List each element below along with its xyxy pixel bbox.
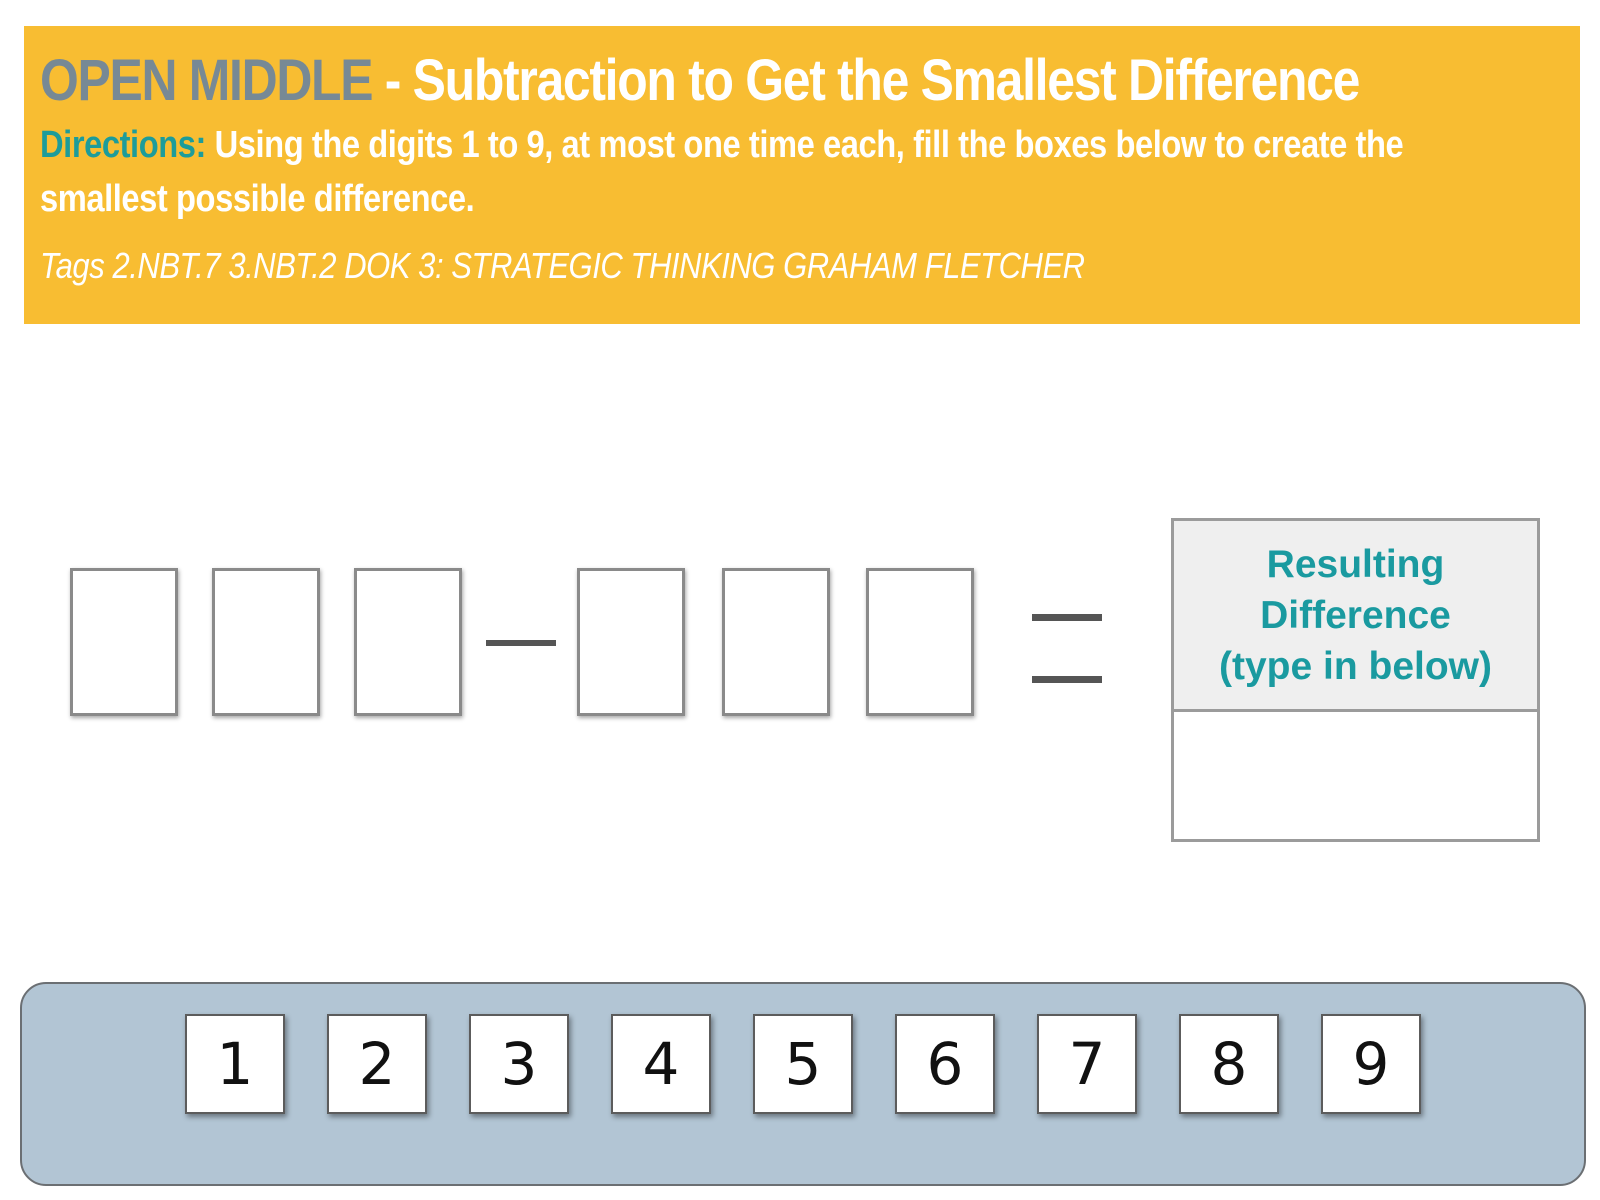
digit-tile-3[interactable]: 3 [469, 1014, 569, 1114]
subtrahend-box-2[interactable] [722, 568, 830, 716]
equals-sign-top [1032, 614, 1102, 621]
digit-tile-1[interactable]: 1 [185, 1014, 285, 1114]
minuend-box-1[interactable] [70, 568, 178, 716]
digit-tile-8[interactable]: 8 [1179, 1014, 1279, 1114]
minuend-box-3[interactable] [354, 568, 462, 716]
title-text: - Subtraction to Get the Smallest Differ… [372, 48, 1361, 113]
minuend-box-2[interactable] [212, 568, 320, 716]
result-header-line2: Difference [1260, 593, 1451, 637]
subtrahend-box-1[interactable] [577, 568, 685, 716]
result-header: Resulting Difference (type in below) [1174, 521, 1537, 712]
tags-line: Tags 2.NBT.7 3.NBT.2 DOK 3: STRATEGIC TH… [40, 245, 1085, 286]
result-header-line3: (type in below) [1219, 644, 1492, 688]
directions: Directions: Using the digits 1 to 9, at … [40, 118, 1536, 226]
equals-sign-bottom [1032, 676, 1102, 683]
result-table: Resulting Difference (type in below) [1171, 518, 1540, 842]
digit-tile-9[interactable]: 9 [1321, 1014, 1421, 1114]
digit-tile-4[interactable]: 4 [611, 1014, 711, 1114]
directions-text: Using the digits 1 to 9, at most one tim… [40, 124, 1404, 220]
digit-tile-7[interactable]: 7 [1037, 1014, 1137, 1114]
brand-label: OPEN MIDDLE [40, 48, 374, 113]
result-header-line1: Resulting [1266, 542, 1445, 586]
header-banner: OPEN MIDDLE - Subtraction to Get the Sma… [24, 26, 1580, 324]
digit-tile-5[interactable]: 5 [753, 1014, 853, 1114]
page-title: OPEN MIDDLE - Subtraction to Get the Sma… [40, 48, 1360, 114]
digit-tile-2[interactable]: 2 [327, 1014, 427, 1114]
directions-label: Directions: [40, 124, 206, 166]
digit-tile-6[interactable]: 6 [895, 1014, 995, 1114]
minus-sign [486, 640, 556, 646]
subtrahend-box-3[interactable] [866, 568, 974, 716]
result-input[interactable] [1174, 712, 1537, 836]
